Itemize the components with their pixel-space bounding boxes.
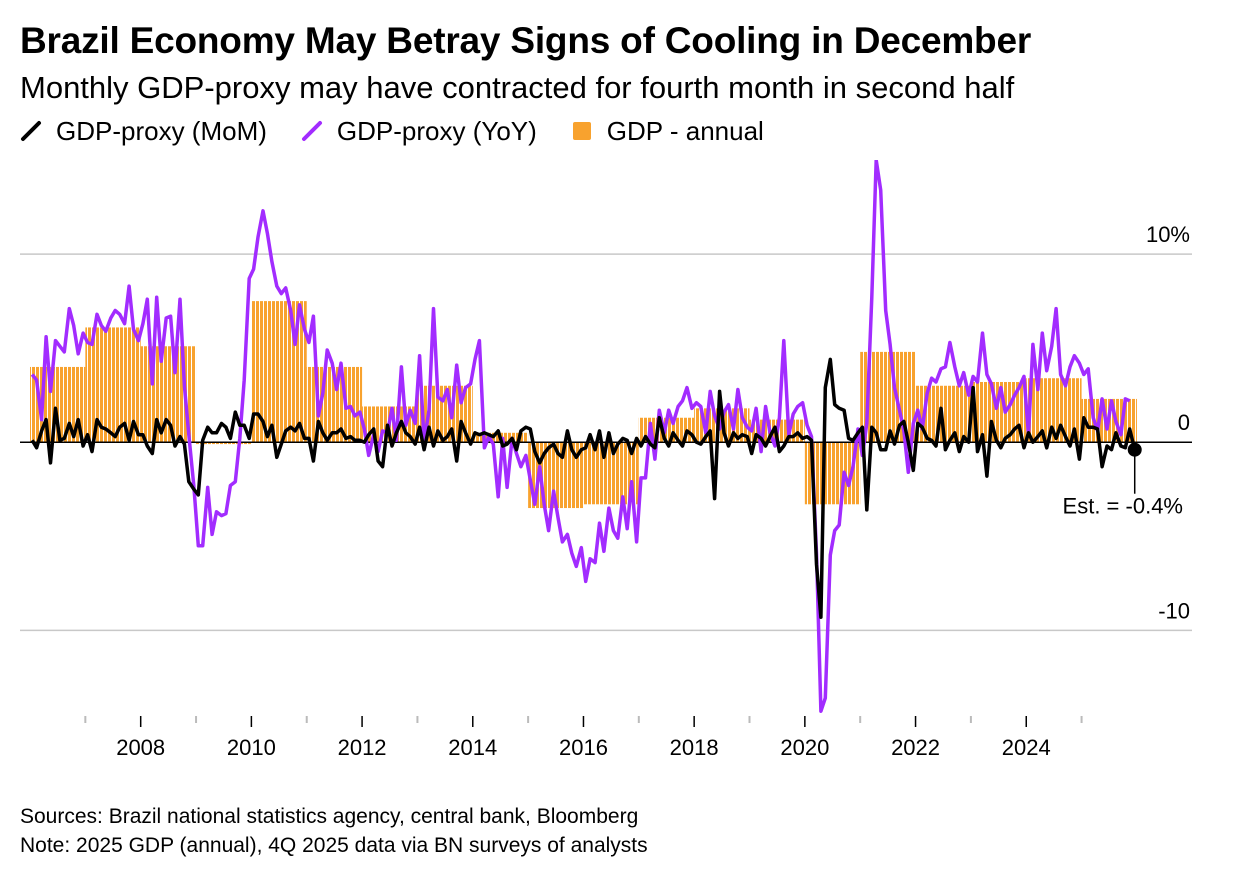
y-tick-label-10%: 10%: [1146, 222, 1190, 247]
x-tick-label-2018: 2018: [670, 735, 719, 760]
estimate-label: Est. = -0.4%: [1063, 494, 1183, 519]
legend-label-mom: GDP-proxy (MoM): [56, 115, 267, 146]
legend-item-annual: GDP - annual: [571, 116, 764, 147]
chart-subtitle: Monthly GDP-proxy may have contracted fo…: [20, 70, 1015, 105]
legend-swatch-mom: [21, 121, 41, 141]
annual-bar-2009: [196, 442, 252, 445]
x-tick-label-2012: 2012: [338, 735, 387, 760]
chart-plot: Est. = -0.4% 10% 0 -10 2008 2010 2012 2014 2016 2…: [20, 160, 1192, 760]
legend-swatch-annual: [572, 122, 591, 140]
x-tick-label-2008: 2008: [116, 735, 165, 760]
legend-swatch-yoy: [301, 121, 322, 141]
footer-sources: Sources: Brazil national statistics agen…: [20, 805, 639, 828]
x-tick-label-2024: 2024: [1002, 735, 1051, 760]
legend-label-annual: GDP - annual: [606, 115, 764, 146]
x-tick-label-2022: 2022: [891, 735, 940, 760]
x-tick-label-2014: 2014: [448, 735, 497, 760]
series-line-yoy: [30, 160, 1131, 713]
x-tick-label-2010: 2010: [227, 735, 276, 760]
legend-item-mom: GDP-proxy (MoM): [20, 116, 267, 147]
y-tick-label--10: -10: [1158, 598, 1190, 623]
estimate-point: [1127, 442, 1142, 457]
x-tick-label-2020: 2020: [780, 735, 829, 760]
footer-note: Note: 2025 GDP (annual), 4Q 2025 data vi…: [20, 834, 648, 857]
chart-title: Brazil Economy May Betray Signs of Cooli…: [20, 20, 1032, 61]
x-tick-label-2016: 2016: [559, 735, 608, 760]
legend: GDP-proxy (MoM) GDP-proxy (YoY) GDP - an…: [20, 115, 798, 147]
legend-label-yoy: GDP-proxy (YoY): [336, 115, 537, 146]
legend-item-yoy: GDP-proxy (YoY): [301, 116, 537, 147]
series-line-mom: [30, 357, 1137, 619]
y-tick-label-0: 0: [1178, 410, 1190, 435]
